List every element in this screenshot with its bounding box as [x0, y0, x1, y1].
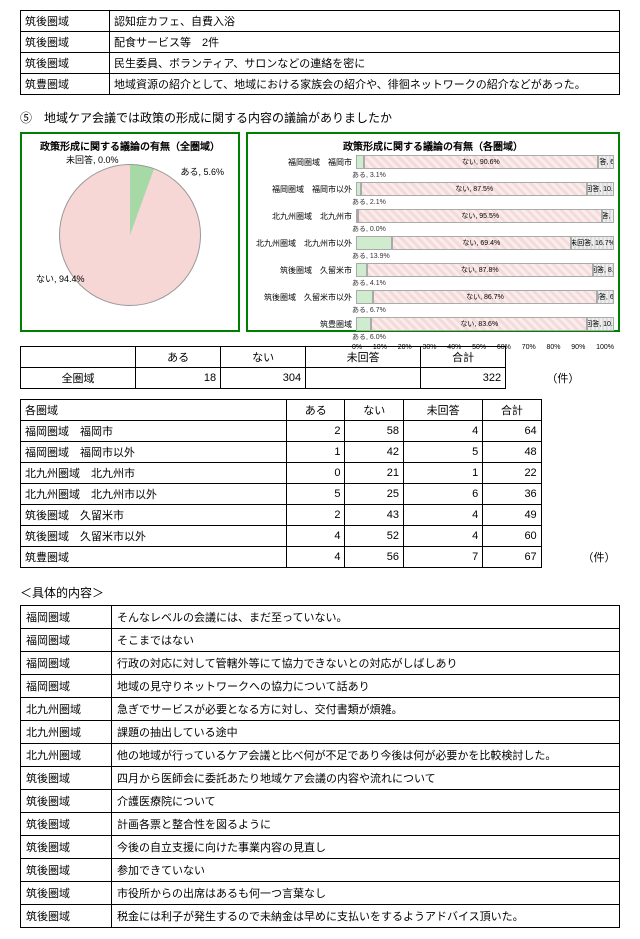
bar-row-label: 筑後圏域 久留米市以外 — [252, 292, 356, 303]
rt-h1: ある — [287, 400, 345, 421]
table-row-region: 筑豊圏域 — [21, 74, 110, 95]
region-table: 各圏域 ある ない 未回答 合計 福岡圏域 福岡市 2 58 4 64 福岡圏域… — [20, 399, 620, 568]
bar-track: ない, 86.7% 未回答, 6.7% — [356, 290, 614, 304]
sum-h1: ある — [136, 347, 221, 368]
bar-chart: 政策形成に関する議論の有無（各圏域） 福岡圏域 福岡市 ない, 90.6% 未回… — [246, 132, 620, 332]
table-row: 筑後圏域 久留米市以外 — [21, 526, 287, 547]
sum-h0 — [21, 347, 136, 368]
bar-row-label: 筑後圏域 久留米市 — [252, 265, 356, 276]
pie-nai-label: ない, 94.4% — [36, 272, 85, 285]
pie-title: 政策形成に関する議論の有無（全圏域） — [26, 138, 234, 153]
top-resource-table: 筑後圏域認知症カフェ、自費入浴筑後圏域配食サービス等 2件筑後圏域民生委員、ボラ… — [20, 10, 620, 95]
sum-unit: （件） — [506, 368, 620, 389]
table-row: 福岡圏域 福岡市 — [21, 421, 287, 442]
pie-mk-label: 未回答, 0.0% — [66, 153, 119, 166]
table-row-text: 配食サービス等 2件 — [110, 32, 620, 53]
table-row-region: 筑後圏域 — [21, 790, 112, 813]
table-row: 福岡圏域 福岡市以外 — [21, 442, 287, 463]
table-row-text: 地域資源の紹介として、地域における家族会の紹介や、徘徊ネットワークの紹介などがあ… — [110, 74, 620, 95]
table-row-region: 筑後圏域 — [21, 813, 112, 836]
table-row-text: そこまではない — [112, 629, 620, 652]
table-row-region: 筑後圏域 — [21, 32, 110, 53]
bar-track: ない, 90.6% 未回答, 6.3% — [356, 155, 614, 169]
bar-row-label: 北九州圏域 北九州市 — [252, 211, 356, 222]
table-row-region: 北九州圏域 — [21, 721, 112, 744]
bar-title: 政策形成に関する議論の有無（各圏域） — [252, 138, 614, 153]
sum-label: 全圏域 — [21, 368, 136, 389]
table-row-text: 認知症カフェ、自費入浴 — [110, 11, 620, 32]
table-row-region: 筑後圏域 — [21, 836, 112, 859]
bar-track: ない, 83.6% 未回答, 10.4% — [356, 317, 614, 331]
bar-row-label: 筑豊圏域 — [252, 319, 356, 330]
pie-aru-label: ある, 5.6% — [180, 165, 224, 178]
rt-h3: 未回答 — [403, 400, 482, 421]
sum-mk — [306, 368, 421, 389]
table-row-text: 介護医療院について — [112, 790, 620, 813]
table-row-text: そんなレベルの会議には、まだ至っていない。 — [112, 606, 620, 629]
table-row-text: 地域の見守りネットワークへの協力について話あり — [112, 675, 620, 698]
bar-track: ない, 87.8% 未回答, 8.2% — [356, 263, 614, 277]
bar-row-label: 福岡圏域 福岡市以外 — [252, 184, 356, 195]
bar-axis: 0%10%20%30%40%50%60%70%80%90%100% — [352, 344, 614, 351]
table-row-region: 筑後圏域 — [21, 882, 112, 905]
table-row-region: 筑後圏域 — [21, 767, 112, 790]
table-row-text: 民生委員、ボランティア、サロンなどの連絡を密に — [110, 53, 620, 74]
table-row: 筑豊圏域 — [21, 547, 287, 568]
bar-track: ない, 95.5% 未回答, 4.5% — [356, 209, 614, 223]
rt-h0: 各圏域 — [21, 400, 287, 421]
table-row-region: 福岡圏域 — [21, 675, 112, 698]
table-row-text: 四月から医師会に委託あたり地域ケア会議の内容や流れについて — [112, 767, 620, 790]
rt-h2: ない — [345, 400, 403, 421]
table-row-text: 急ぎでサービスが必要となる方に対し、交付書類が煩雑。 — [112, 698, 620, 721]
table-row-text: 税金には利子が発生するので未納金は早めに支払いをするようアドバイス頂いた。 — [112, 905, 620, 928]
table-row-region: 筑後圏域 — [21, 53, 110, 74]
table-row-region: 筑後圏域 — [21, 859, 112, 882]
table-row-region: 筑後圏域 — [21, 905, 112, 928]
table-row-region: 北九州圏域 — [21, 744, 112, 767]
charts-row: 政策形成に関する議論の有無（全圏域） 未回答, 0.0% ある, 5.6% ない… — [20, 132, 620, 332]
table-row-text: 課題の抽出している途中 — [112, 721, 620, 744]
sum-total: 322 — [421, 368, 506, 389]
table-row-text: 他の地域が行っているケア会議と比べ何が不足であり今後は何が必要かを比較検討した。 — [112, 744, 620, 767]
table-row-region: 北九州圏域 — [21, 698, 112, 721]
table-row: 北九州圏域 北九州市以外 — [21, 484, 287, 505]
table-row-region: 福岡圏域 — [21, 652, 112, 675]
bar-track: ない, 69.4% 未回答, 16.7% — [356, 236, 614, 250]
section-5-title: ⑤ 地域ケア会議では政策の形成に関する内容の議論がありましたか — [20, 109, 620, 126]
table-row-text: 計画各票と整合性を図るように — [112, 813, 620, 836]
table-row-region: 福岡圏域 — [21, 629, 112, 652]
bar-row-label: 福岡圏域 福岡市 — [252, 157, 356, 168]
details-title: ＜具体的内容＞ — [20, 584, 620, 601]
sum-nai: 304 — [221, 368, 306, 389]
bar-track: ない, 87.5% 未回答, 10.4% — [356, 182, 614, 196]
sum-h2: ない — [221, 347, 306, 368]
summary-table: ある ない 未回答 合計 全圏域 18 304 322 （件） — [20, 346, 620, 389]
pie-chart: 政策形成に関する議論の有無（全圏域） 未回答, 0.0% ある, 5.6% ない… — [20, 132, 240, 332]
table-row-region: 筑後圏域 — [21, 11, 110, 32]
details-table: 福岡圏域そんなレベルの会議には、まだ至っていない。福岡圏域そこまではない福岡圏域… — [20, 605, 620, 928]
bar-row-label: 北九州圏域 北九州市以外 — [252, 238, 356, 249]
rt-h4: 合計 — [483, 400, 541, 421]
table-row-text: 行政の対応に対して管轄外等にて協力できないとの対応がしばしあり — [112, 652, 620, 675]
table-row-text: 市役所からの出席はあるも何一つ言葉なし — [112, 882, 620, 905]
table-row-text: 今後の自立支援に向けた事業内容の見直し — [112, 836, 620, 859]
table-row: 北九州圏域 北九州市 — [21, 463, 287, 484]
sum-aru: 18 — [136, 368, 221, 389]
table-row: 筑後圏域 久留米市 — [21, 505, 287, 526]
table-row-text: 参加できていない — [112, 859, 620, 882]
table-row-region: 福岡圏域 — [21, 606, 112, 629]
